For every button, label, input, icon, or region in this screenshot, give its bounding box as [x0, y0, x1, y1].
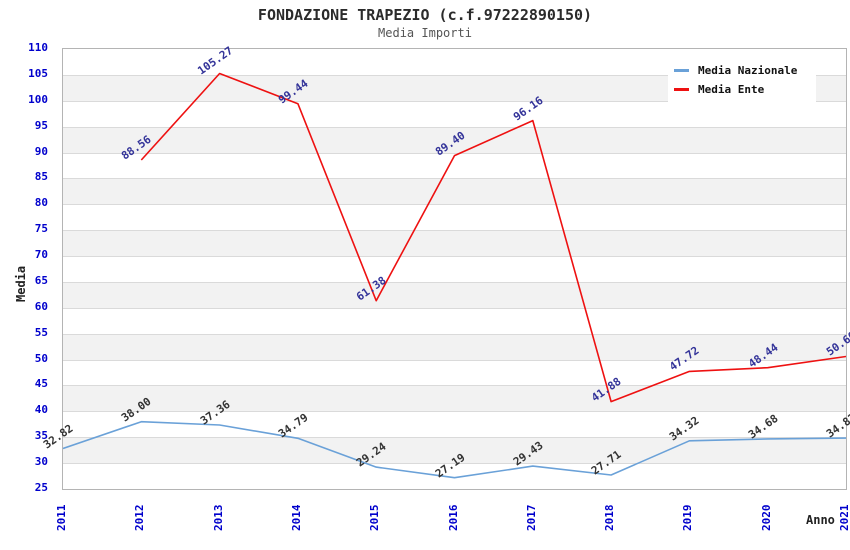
y-tick-label: 45: [34, 377, 48, 391]
gridline: [63, 281, 846, 283]
y-tick-label: 65: [34, 273, 48, 287]
gridline: [63, 437, 846, 439]
y-tick-label: 60: [34, 299, 48, 313]
y-tick-label: 100: [28, 92, 48, 106]
legend-item-media-ente: Media Ente: [674, 80, 810, 99]
y-tick-label: 90: [34, 144, 48, 158]
x-tick-label: 2021: [838, 504, 850, 532]
x-tick-label: 2013: [211, 504, 225, 532]
gridline: [63, 74, 846, 76]
gridline: [63, 333, 846, 335]
series-lines: [63, 72, 846, 479]
gridline: [63, 152, 846, 154]
legend: Media Nazionale Media Ente: [668, 56, 816, 104]
y-tick-label: 55: [34, 325, 48, 339]
gridline: [63, 126, 846, 128]
gridline: [63, 204, 846, 206]
legend-label-ente: Media Ente: [698, 83, 765, 96]
x-tick-label: 2015: [368, 504, 382, 532]
y-tick-label: 70: [34, 248, 48, 262]
y-tick-label: 110: [28, 41, 48, 54]
gridline: [63, 385, 846, 387]
legend-item-media-nazionale: Media Nazionale: [674, 61, 810, 80]
x-tick-label: 2016: [446, 504, 460, 532]
legend-label-nazionale: Media Nazionale: [698, 64, 798, 77]
legend-line-swatch-ente: [674, 88, 689, 91]
y-tick-label: 80: [34, 196, 48, 210]
x-tick-label: 2014: [289, 504, 303, 532]
y-tick-label: 40: [34, 403, 48, 417]
plot-area: [62, 48, 847, 490]
x-tick-label: 2017: [524, 504, 538, 532]
legend-line-swatch-nazionale: [674, 69, 689, 72]
gridline: [63, 463, 846, 465]
grid-band: [63, 333, 846, 360]
gridline: [63, 307, 846, 309]
y-tick-label: 75: [34, 222, 48, 236]
y-tick-label: 50: [34, 351, 48, 365]
x-tick-label: 2012: [133, 504, 147, 532]
grid-band: [63, 178, 846, 205]
x-axis-title: Anno: [806, 513, 835, 527]
grid-band: [63, 281, 846, 308]
y-tick-label: 30: [34, 455, 48, 469]
gridline: [63, 256, 846, 258]
gridline: [63, 230, 846, 232]
grid-band: [63, 230, 846, 257]
gridline: [63, 100, 846, 102]
chart-title: FONDAZIONE TRAPEZIO (c.f.97222890150): [257, 6, 593, 24]
series-line-media-ente: [140, 72, 846, 403]
x-tick-label: 2020: [759, 504, 773, 532]
series-line-media-nazionale: [63, 420, 846, 479]
y-tick-label: 85: [34, 170, 48, 184]
grid-band: [63, 437, 846, 464]
chart-subtitle: Media Importi: [378, 26, 472, 40]
x-tick-label: 2019: [681, 504, 695, 532]
y-tick-label: 25: [34, 481, 48, 494]
x-tick-label: 2011: [55, 504, 68, 532]
gridline: [63, 411, 846, 413]
gridline: [63, 178, 846, 180]
y-tick-label: 105: [28, 66, 48, 80]
x-tick-label: 2018: [603, 504, 617, 532]
y-tick-label: 35: [34, 429, 48, 443]
grid-band: [63, 126, 846, 153]
grid-band: [63, 385, 846, 412]
y-tick-label: 95: [34, 118, 48, 132]
gridline: [63, 359, 846, 361]
